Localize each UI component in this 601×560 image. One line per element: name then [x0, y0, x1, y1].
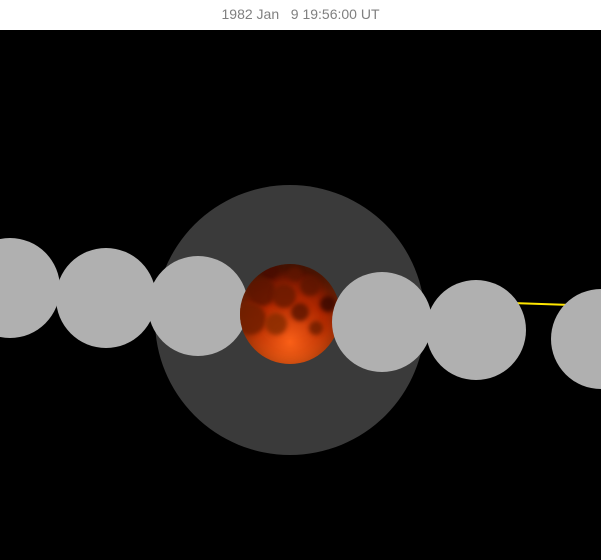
moon-position-4 [332, 272, 432, 372]
moon-totality [240, 264, 340, 364]
crater [288, 267, 302, 281]
crater [291, 303, 309, 321]
crater [309, 321, 323, 335]
moon-position-0 [0, 238, 60, 338]
crater [300, 276, 320, 296]
moon-position-1 [56, 248, 156, 348]
crater [240, 303, 266, 335]
crater [272, 284, 296, 308]
crater [261, 264, 279, 279]
title: 1982 Jan 9 19:56:00 UT [0, 6, 601, 22]
moon-position-2 [148, 256, 248, 356]
crater [265, 313, 287, 335]
moon-position-5 [426, 280, 526, 380]
stage [0, 30, 601, 560]
